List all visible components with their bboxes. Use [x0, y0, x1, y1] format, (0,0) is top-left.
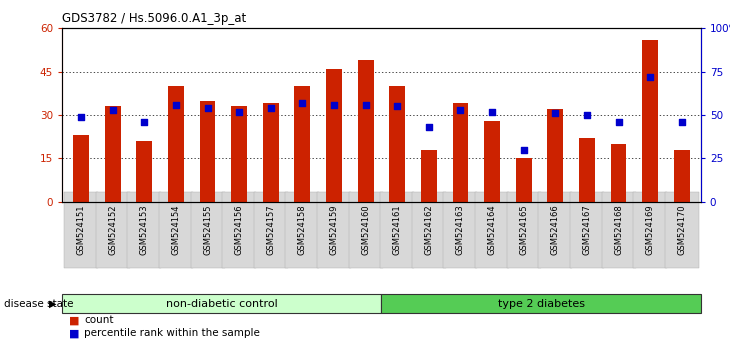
Bar: [231, 106, 247, 202]
Point: [107, 107, 118, 113]
Text: count: count: [84, 315, 113, 325]
Text: GDS3782 / Hs.5096.0.A1_3p_at: GDS3782 / Hs.5096.0.A1_3p_at: [62, 12, 246, 25]
Bar: [389, 86, 405, 202]
Bar: [137, 141, 152, 202]
Point: [423, 124, 434, 130]
Bar: [168, 86, 184, 202]
Point: [75, 114, 87, 120]
Text: type 2 diabetes: type 2 diabetes: [498, 298, 585, 309]
Bar: [381, 294, 701, 313]
Point: [645, 74, 656, 80]
Bar: [516, 159, 531, 202]
Point: [676, 119, 688, 125]
Point: [455, 107, 466, 113]
Bar: [199, 101, 215, 202]
Point: [360, 102, 372, 108]
Point: [612, 119, 624, 125]
Point: [518, 147, 529, 153]
Bar: [73, 135, 89, 202]
Bar: [453, 103, 469, 202]
Text: percentile rank within the sample: percentile rank within the sample: [84, 329, 260, 338]
Point: [486, 109, 498, 114]
Bar: [104, 106, 120, 202]
Bar: [642, 40, 658, 202]
Bar: [548, 109, 564, 202]
Text: non-diabetic control: non-diabetic control: [166, 298, 277, 309]
Bar: [62, 294, 381, 313]
Bar: [326, 69, 342, 202]
Bar: [674, 150, 690, 202]
Bar: [263, 103, 279, 202]
Point: [550, 110, 561, 116]
Point: [265, 105, 277, 111]
Point: [139, 119, 150, 125]
Bar: [358, 60, 374, 202]
Point: [296, 100, 308, 106]
Bar: [294, 86, 310, 202]
Bar: [484, 121, 500, 202]
Text: ■: ■: [69, 329, 80, 338]
Point: [201, 105, 213, 111]
Text: disease state: disease state: [4, 298, 73, 309]
Bar: [421, 150, 437, 202]
Point: [170, 102, 182, 108]
Point: [328, 102, 340, 108]
Bar: [611, 144, 626, 202]
Text: ■: ■: [69, 315, 80, 325]
Point: [391, 103, 403, 109]
Text: ▶: ▶: [50, 298, 57, 309]
Point: [581, 112, 593, 118]
Bar: [579, 138, 595, 202]
Point: [234, 109, 245, 114]
